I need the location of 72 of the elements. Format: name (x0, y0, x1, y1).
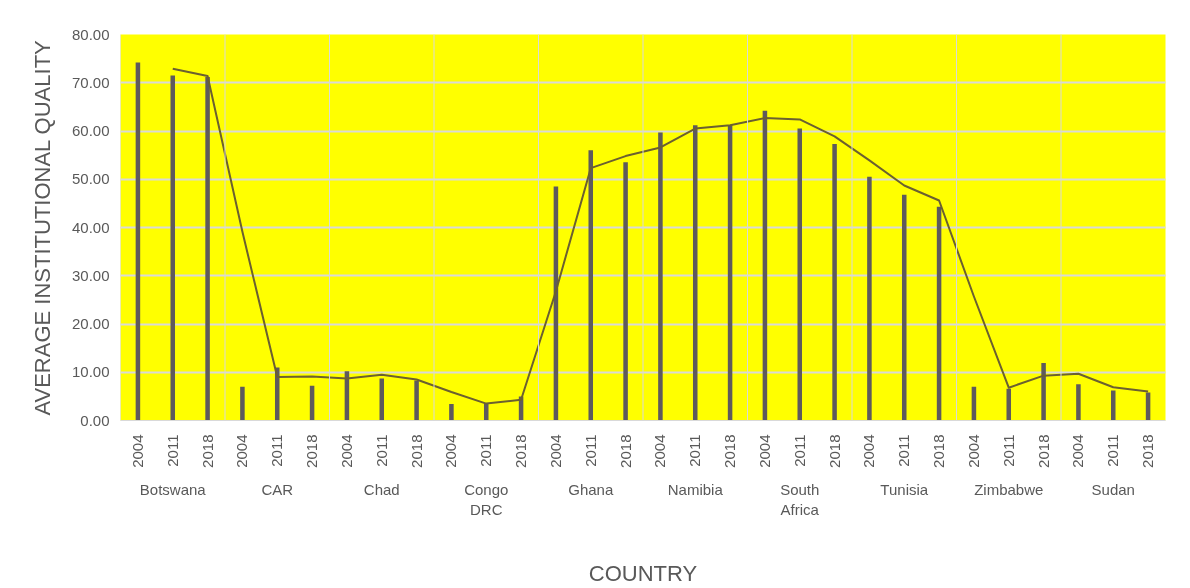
x-tick-label: 2004 (1069, 434, 1087, 468)
text: Tunisia (880, 480, 929, 498)
text: South Africa (780, 480, 820, 518)
bar (414, 380, 419, 421)
x-tick-label: 2004 (755, 434, 773, 468)
bar (692, 125, 698, 421)
x-tick-label: 2018 (1139, 434, 1157, 468)
x-tick-label: 2011 (790, 434, 808, 467)
x-tick-label: 2004 (337, 434, 355, 468)
y-tick-label: 40.00 (71, 218, 110, 236)
bar (832, 144, 837, 421)
bar (588, 150, 594, 421)
x-tick-label: 2018 (512, 434, 530, 468)
x-axis-title: COUNTRY (588, 560, 698, 586)
bar (1006, 388, 1012, 421)
bar (901, 194, 907, 421)
text: Ghana (568, 480, 614, 498)
x-tick-label: 2018 (1034, 434, 1052, 468)
x-tick-label: 2011 (1104, 434, 1122, 467)
x-tick-label: 2018 (198, 434, 216, 468)
bar (867, 176, 872, 421)
y-axis-title: AVERAGE INSTITUTIONAL QUALITY (29, 39, 55, 416)
bar (623, 162, 628, 421)
x-tick-label: 2018 (303, 434, 321, 468)
bar (1110, 390, 1116, 421)
text: Sudan (1091, 480, 1135, 498)
bar (240, 386, 245, 421)
bar (797, 128, 803, 421)
bar (1076, 384, 1081, 421)
x-tick-label: 2011 (686, 434, 704, 467)
x-tick-label: 2011 (268, 434, 286, 467)
bar (274, 367, 280, 421)
y-tick-label: 50.00 (71, 170, 110, 188)
x-tick-label: 2004 (964, 434, 982, 468)
x-tick-label: 2011 (999, 434, 1017, 467)
y-tick-label: 30.00 (71, 266, 110, 284)
x-tick-label: 2018 (721, 434, 739, 468)
x-tick-label: 2011 (581, 434, 599, 467)
x-tick-label: 2018 (930, 434, 948, 468)
x-tick-label: 2004 (651, 434, 669, 468)
y-tick-label: 80.00 (71, 25, 110, 43)
bar (483, 403, 489, 421)
x-tick-label: 2004 (860, 434, 878, 468)
x-tick-label: 2011 (477, 434, 495, 467)
bar (449, 404, 454, 421)
x-tick-label: 2011 (163, 434, 181, 467)
x-tick-label: 2004 (442, 434, 460, 468)
x-tick-label: 2018 (407, 434, 425, 468)
bar (205, 76, 210, 421)
y-tick-label: 10.00 (71, 363, 110, 381)
text: Congo DRC (464, 480, 509, 518)
bar (1041, 363, 1046, 421)
text: Chad (363, 480, 400, 498)
x-tick-label: 2018 (825, 434, 843, 468)
x-tick-label: 2004 (233, 434, 251, 468)
y-tick-label: 0.00 (80, 411, 110, 429)
y-tick-label: 20.00 (71, 315, 110, 332)
x-tick-label: 2011 (895, 434, 913, 467)
text: Botswana (139, 480, 207, 498)
x-tick-label: 2004 (546, 434, 564, 468)
line-series (171, 67, 1150, 405)
text: Namibia (667, 480, 724, 498)
bar (658, 132, 663, 421)
bar (379, 378, 385, 421)
bar (170, 75, 176, 421)
x-tick-label: 2018 (616, 434, 634, 468)
text: CAR (261, 480, 294, 498)
x-tick-label: 2011 (372, 434, 390, 467)
y-tick-label: 60.00 (71, 122, 110, 139)
x-tick-label: 2004 (128, 434, 146, 468)
text: Zimbabwe (974, 480, 1044, 498)
y-tick-label: 70.00 (71, 73, 110, 91)
